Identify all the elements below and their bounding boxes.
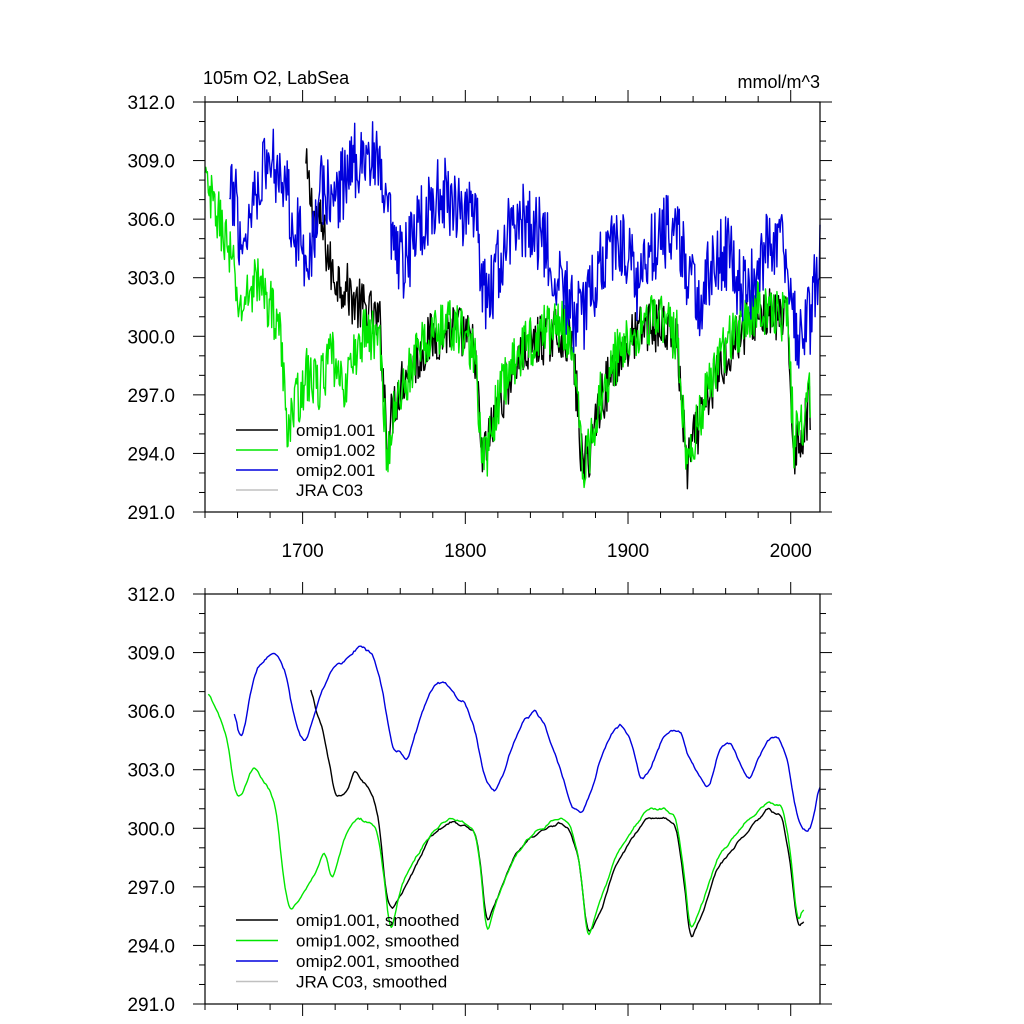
y-tick-label: 303.0	[127, 761, 175, 782]
legend-label: JRA C03, smoothed	[296, 973, 447, 992]
y-tick-label: 306.0	[127, 702, 175, 723]
plot-frame	[204, 101, 821, 513]
legend-label: omip1.001, smoothed	[296, 911, 460, 930]
legend-label: omip1.001	[296, 421, 375, 440]
series-line-omip1-001	[310, 689, 805, 938]
legend-label: omip1.002, smoothed	[296, 932, 460, 951]
y-tick-label: 309.0	[127, 644, 175, 665]
legend-label: omip2.001	[296, 461, 375, 480]
legend-label: omip2.001, smoothed	[296, 952, 460, 971]
y-tick-label: 291.0	[127, 503, 175, 524]
y-tick-label: 294.0	[127, 444, 175, 465]
y-tick-label: 312.0	[127, 585, 175, 606]
y-tick-label: 291.0	[127, 995, 175, 1016]
x-tick-label: 1900	[607, 541, 649, 562]
series-line-omip1-002	[204, 166, 811, 489]
legend-label: JRA C03	[296, 481, 363, 500]
y-tick-label: 312.0	[127, 93, 175, 114]
y-tick-label: 297.0	[127, 878, 175, 899]
y-tick-label: 300.0	[127, 819, 175, 840]
series-line-omip2-001	[228, 121, 821, 369]
x-tick-label: 1700	[281, 541, 323, 562]
x-tick-label: 1800	[444, 541, 486, 562]
plot-frame	[204, 593, 821, 1005]
series-line-omip2-001	[233, 645, 821, 832]
y-tick-label: 294.0	[127, 936, 175, 957]
y-tick-label: 306.0	[127, 210, 175, 231]
y-tick-label: 303.0	[127, 269, 175, 290]
units-label: mmol/m^3	[738, 72, 820, 92]
y-tick-label: 297.0	[127, 386, 175, 407]
top-panel: 1700 1800 1900 2000 291.0 294.0 297.0 300.0 303.…	[127, 90, 832, 562]
series-line-omip1-002	[207, 693, 805, 936]
legend-label: omip1.002	[296, 441, 375, 460]
y-tick-label: 300.0	[127, 327, 175, 348]
bottom-panel: 291.0 294.0 297.0 300.0 303.0 306.0 309.0 312.0…	[127, 582, 832, 1016]
x-tick-label: 2000	[770, 541, 812, 562]
series-line-omip1-001	[305, 148, 811, 490]
y-tick-label: 309.0	[127, 152, 175, 173]
figure-title: 105m O2, LabSea	[203, 68, 350, 88]
